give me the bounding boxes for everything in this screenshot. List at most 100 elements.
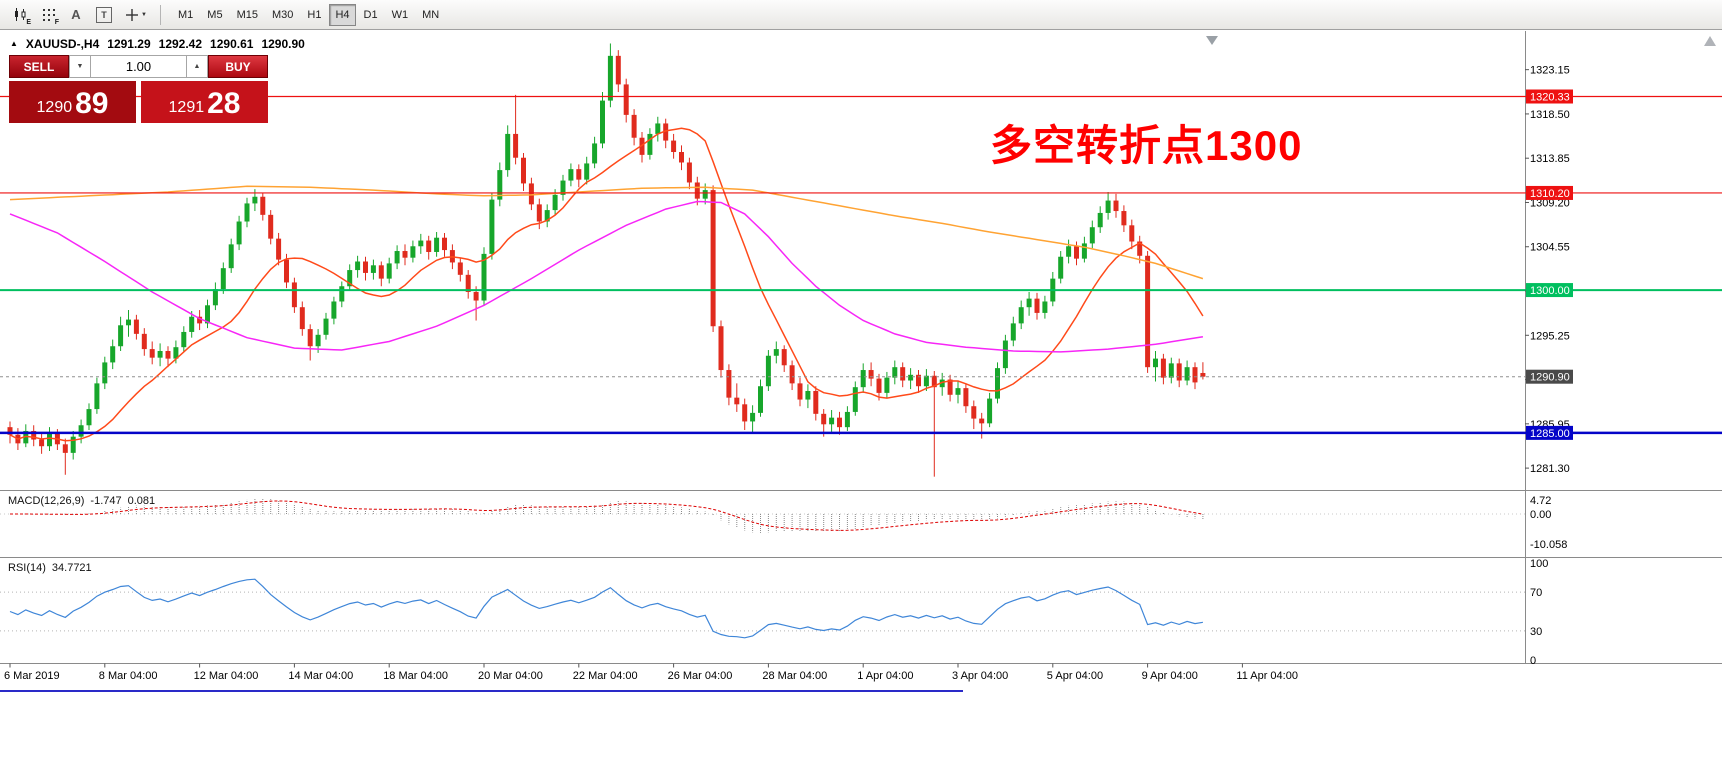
volume-input[interactable] bbox=[91, 55, 186, 78]
icon-letter-e: E bbox=[26, 18, 31, 26]
svg-text:1309.20: 1309.20 bbox=[1530, 197, 1570, 209]
rsi-value: 34.7721 bbox=[51, 562, 92, 574]
svg-text:6 Mar 2019: 6 Mar 2019 bbox=[4, 670, 60, 682]
quote-high: 1292.42 bbox=[158, 37, 203, 51]
svg-text:18 Mar 04:00: 18 Mar 04:00 bbox=[383, 670, 448, 682]
quote-low: 1290.61 bbox=[210, 37, 254, 51]
rsi-pane bbox=[0, 578, 1525, 639]
timeframe-button-H1[interactable]: H1 bbox=[301, 4, 327, 26]
macd-name: MACD(12,26,9) bbox=[8, 495, 85, 507]
symbol-period-label: XAUUSD-,H4 bbox=[25, 37, 100, 51]
dropdown-caret-icon: ▼ bbox=[141, 11, 147, 18]
font-button[interactable]: A bbox=[63, 3, 89, 27]
timeframe-button-M30[interactable]: M30 bbox=[266, 4, 299, 26]
svg-text:22 Mar 04:00: 22 Mar 04:00 bbox=[573, 670, 638, 682]
crosshair-icon bbox=[126, 8, 139, 21]
timeframe-button-D1[interactable]: D1 bbox=[358, 4, 384, 26]
svg-text:1304.55: 1304.55 bbox=[1530, 242, 1570, 254]
svg-text:11 Apr 04:00: 11 Apr 04:00 bbox=[1236, 670, 1298, 682]
svg-text:100: 100 bbox=[1530, 558, 1548, 570]
svg-text:1290.90: 1290.90 bbox=[1530, 372, 1570, 384]
candlestick-series bbox=[7, 43, 1206, 477]
svg-text:26 Mar 04:00: 26 Mar 04:00 bbox=[668, 670, 733, 682]
ask-pip-digits: 28 bbox=[207, 87, 241, 120]
svg-text:70: 70 bbox=[1530, 587, 1542, 599]
window-edge bbox=[0, 690, 963, 692]
chart-annotation-text[interactable]: 多空转折点1300 bbox=[990, 122, 1303, 169]
rsi-name: RSI(14) bbox=[8, 562, 46, 574]
svg-text:1295.25: 1295.25 bbox=[1530, 330, 1570, 342]
time-axis: 6 Mar 2019 8 Mar 04:00 12 Mar 04:00 14 Mar … bbox=[4, 663, 1298, 682]
crosshair-tool-button[interactable]: ▼ bbox=[119, 3, 153, 27]
svg-text:3 Apr 04:00: 3 Apr 04:00 bbox=[952, 670, 1008, 682]
bid-main-digits: 1290 bbox=[36, 99, 73, 116]
chart-shift-icon[interactable] bbox=[1206, 36, 1218, 45]
volume-increase-button[interactable]: ▲ bbox=[186, 55, 208, 78]
one-click-trading-panel: SELL ▼ ▲ BUY 1290 89 1291 28 bbox=[9, 55, 268, 123]
font-icon: A bbox=[71, 7, 81, 22]
sell-button[interactable]: SELL bbox=[9, 55, 69, 78]
ask-price-panel[interactable]: 1291 28 bbox=[141, 81, 268, 123]
svg-text:0: 0 bbox=[1530, 655, 1536, 667]
timeframe-button-W1[interactable]: W1 bbox=[386, 4, 415, 26]
svg-text:0.00: 0.00 bbox=[1530, 509, 1551, 521]
bid-price-panel[interactable]: 1290 89 bbox=[9, 81, 136, 123]
ask-main-digits: 1291 bbox=[168, 99, 205, 116]
timeframe-toolbar: M1 M5 M15 M30 H1 H4 D1 W1 MN bbox=[171, 3, 446, 26]
svg-text:12 Mar 04:00: 12 Mar 04:00 bbox=[194, 670, 259, 682]
svg-text:1318.50: 1318.50 bbox=[1530, 109, 1570, 121]
svg-text:1281.30: 1281.30 bbox=[1530, 463, 1570, 475]
scroll-arrow-icon[interactable] bbox=[1704, 36, 1716, 46]
svg-text:1 Apr 04:00: 1 Apr 04:00 bbox=[857, 670, 913, 682]
price-axis-markers: 1320.33 1310.20 1300.00 1285.00 1290.90 bbox=[1526, 89, 1573, 440]
toolbar: E F A T ▼ M1 M5 M15 M30 H1 H4 D bbox=[0, 0, 1722, 30]
svg-text:1310.20: 1310.20 bbox=[1530, 188, 1570, 200]
depth-grid-button[interactable]: F bbox=[35, 3, 61, 27]
grid-icon bbox=[42, 9, 55, 21]
bid-pip-digits: 89 bbox=[75, 87, 109, 120]
svg-text:1285.00: 1285.00 bbox=[1530, 428, 1570, 440]
svg-text:5 Apr 04:00: 5 Apr 04:00 bbox=[1047, 670, 1103, 682]
price-axis: 1323.151318.501313.851309.201304.551299.… bbox=[1525, 65, 1570, 667]
svg-text:30: 30 bbox=[1530, 626, 1542, 638]
trade-controls-row: SELL ▼ ▲ BUY bbox=[9, 55, 268, 78]
toolbar-separator bbox=[160, 4, 161, 25]
timeframe-button-M1[interactable]: M1 bbox=[172, 4, 199, 26]
macd-label: MACD(12,26,9) -1.747 0.081 bbox=[8, 495, 155, 507]
text-label-button[interactable]: T bbox=[91, 3, 117, 27]
macd-pane bbox=[0, 498, 1525, 533]
timeframe-button-M15[interactable]: M15 bbox=[231, 4, 264, 26]
one-click-collapse-icon[interactable]: ▲ bbox=[10, 39, 18, 48]
ma-slow-line bbox=[9, 185, 1204, 280]
quote-close: 1290.90 bbox=[261, 37, 305, 51]
ma-mid-line bbox=[9, 200, 1204, 353]
svg-text:14 Mar 04:00: 14 Mar 04:00 bbox=[288, 670, 353, 682]
buy-button[interactable]: BUY bbox=[208, 55, 268, 78]
svg-text:1320.33: 1320.33 bbox=[1530, 92, 1570, 104]
icon-letter-f: F bbox=[54, 18, 59, 26]
svg-text:20 Mar 04:00: 20 Mar 04:00 bbox=[478, 670, 543, 682]
timeframe-button-M5[interactable]: M5 bbox=[201, 4, 228, 26]
volume-decrease-button[interactable]: ▼ bbox=[69, 55, 91, 78]
rsi-label: RSI(14) 34.7721 bbox=[8, 562, 92, 574]
text-label-icon: T bbox=[96, 6, 112, 23]
trade-prices-row: 1290 89 1291 28 bbox=[9, 81, 268, 123]
macd-value-main: -1.747 bbox=[90, 495, 122, 507]
svg-text:28 Mar 04:00: 28 Mar 04:00 bbox=[762, 670, 827, 682]
macd-value-signal: 0.081 bbox=[127, 495, 156, 507]
svg-text:1300.00: 1300.00 bbox=[1530, 285, 1570, 297]
candlestick-chart-button[interactable]: E bbox=[7, 3, 33, 27]
quote-open: 1291.29 bbox=[107, 37, 151, 51]
svg-text:-10.058: -10.058 bbox=[1530, 539, 1567, 551]
timeframe-button-MN[interactable]: MN bbox=[416, 4, 445, 26]
svg-text:1323.15: 1323.15 bbox=[1530, 65, 1570, 77]
svg-text:4.72: 4.72 bbox=[1530, 495, 1551, 507]
timeframe-button-H4[interactable]: H4 bbox=[329, 3, 356, 26]
quote-header: ▲ XAUUSD-,H4 1291.29 1292.42 1290.61 129… bbox=[10, 37, 305, 51]
candlestick-chart-icon bbox=[14, 8, 25, 21]
shift-markers bbox=[1206, 36, 1716, 46]
ma-fast-line bbox=[9, 127, 1204, 442]
horizontal-levels bbox=[0, 95, 1722, 435]
